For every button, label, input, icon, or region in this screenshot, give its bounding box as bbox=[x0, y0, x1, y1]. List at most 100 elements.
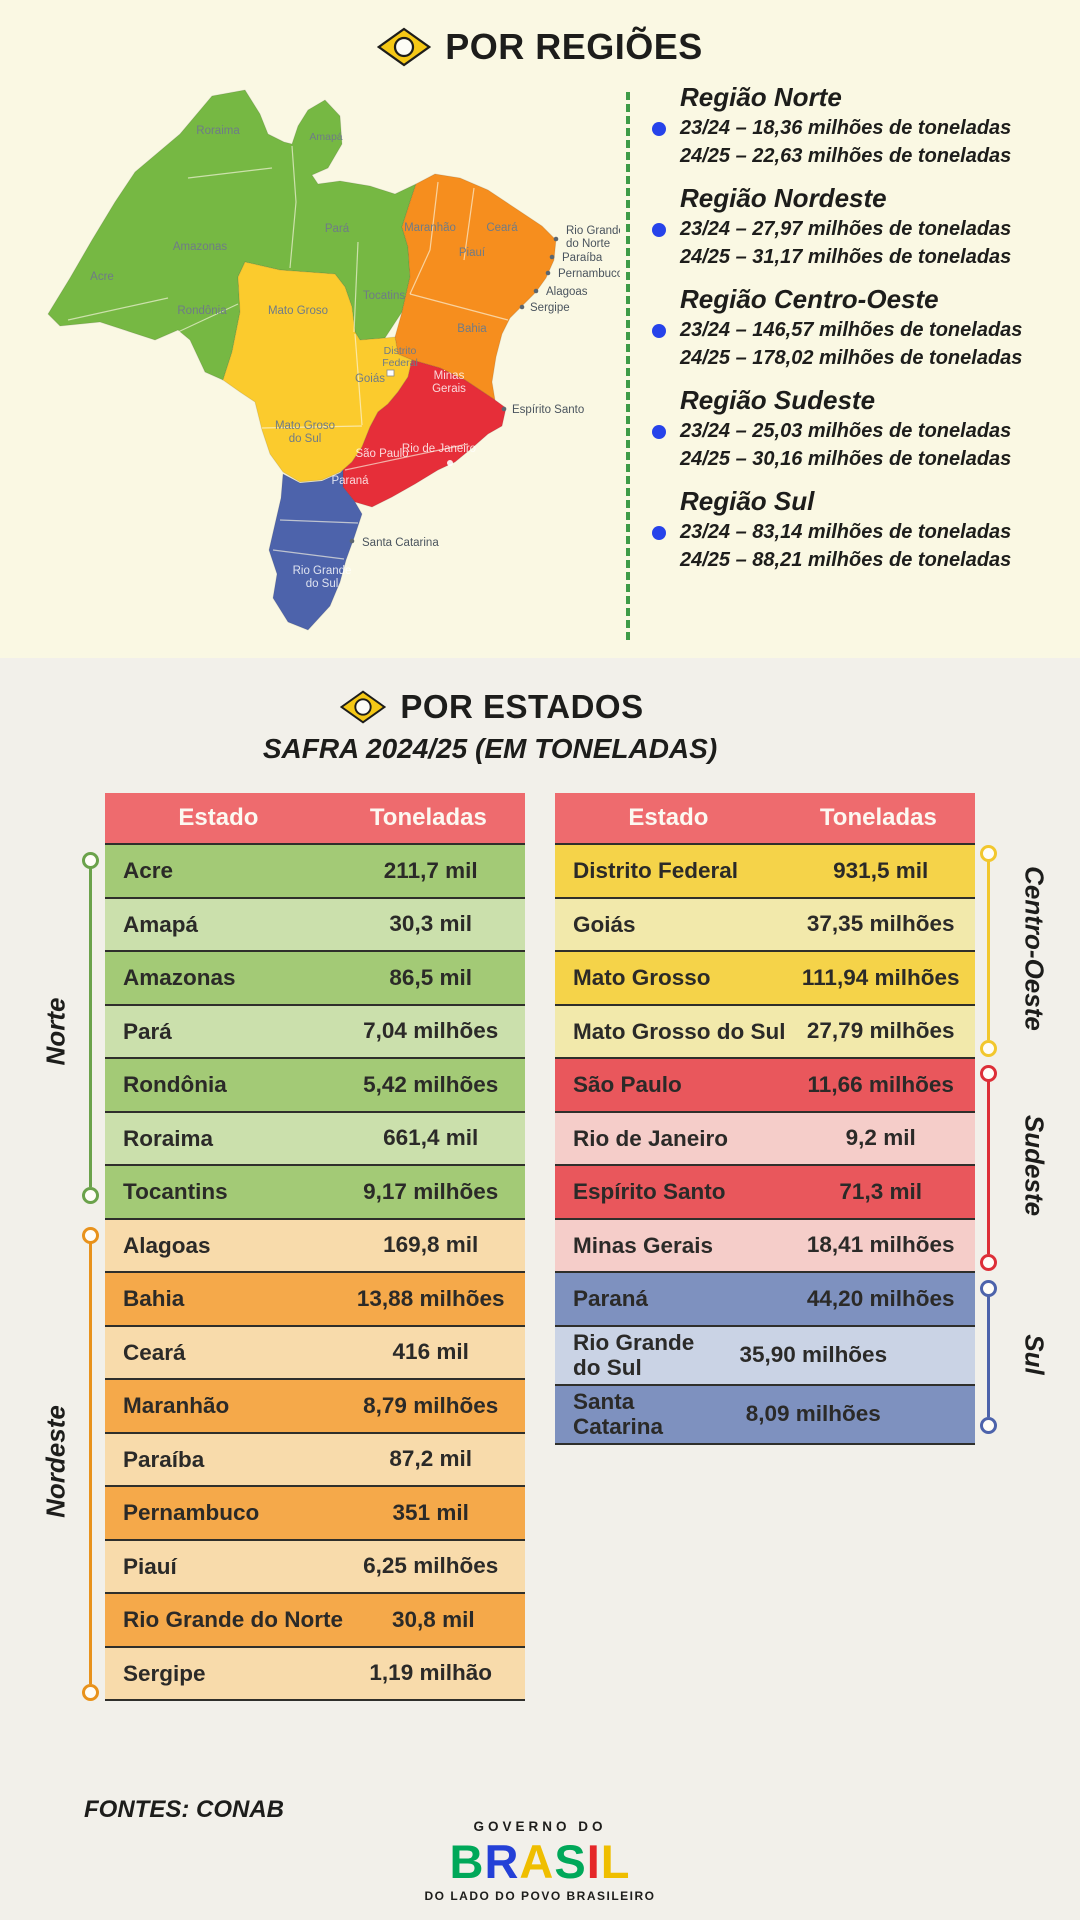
table-row: Goiás 37,35 milhões bbox=[555, 896, 975, 950]
region-value-2425: 24/25 – 178,02 milhões de toneladas bbox=[680, 347, 1023, 369]
state-name: Minas Gerais bbox=[573, 1232, 714, 1258]
bullet-icon bbox=[652, 526, 666, 540]
map-state-label: Rondônia bbox=[177, 305, 227, 317]
sources-text: FONTES: CONAB bbox=[84, 1796, 284, 1823]
map-state-label: Mato Groso bbox=[268, 305, 328, 317]
table-row: Minas Gerais 18,41 milhões bbox=[555, 1217, 975, 1271]
brazil-map: Roraima Amapá Amazonas Acre Pará Rondôni… bbox=[47, 89, 620, 631]
state-name: Rio Grande do Norte bbox=[123, 1607, 344, 1633]
bracket-node bbox=[980, 1280, 997, 1297]
table-row: Rio de Janeiro 9,2 mil bbox=[555, 1110, 975, 1164]
region-name: Região Sul bbox=[680, 486, 815, 516]
state-tonnage: 9,17 milhões bbox=[363, 1178, 499, 1204]
bracket-norte bbox=[89, 868, 92, 1187]
state-name: Rio de Janeiro bbox=[573, 1125, 729, 1151]
map-state-label: Mato Groso bbox=[275, 420, 335, 432]
state-name: Rio Grande do Sul bbox=[573, 1330, 695, 1380]
table-row: Ceará 416 mil bbox=[105, 1324, 525, 1378]
region-legend-item: Região Norte 23/24 – 18,36 milhões de to… bbox=[650, 80, 1074, 170]
table-row: Santa Catarina 8,09 milhões bbox=[555, 1383, 975, 1443]
table-body: Acre 211,7 mil Amapá 30,3 mil Amazonas 8… bbox=[105, 843, 525, 1699]
map-state-label: Amapá bbox=[309, 131, 342, 143]
state-name: Paraíba bbox=[123, 1446, 205, 1472]
bracket-node bbox=[82, 1227, 99, 1244]
map-state-label: do Sul bbox=[289, 433, 322, 445]
bracket-node bbox=[82, 852, 99, 869]
states-table-left: Estado Toneladas Acre 211,7 mil Amapá 30… bbox=[105, 793, 525, 1701]
state-tonnage: 416 mil bbox=[392, 1339, 469, 1365]
map-state-label: Rio de Janeiro bbox=[402, 443, 476, 455]
state-name: Tocantins bbox=[123, 1179, 228, 1205]
state-tonnage: 169,8 mil bbox=[383, 1232, 479, 1258]
state-tonnage: 8,09 milhões bbox=[745, 1401, 881, 1426]
state-name: Distrito Federal bbox=[573, 858, 739, 884]
logo-letter: S bbox=[554, 1834, 587, 1888]
side-label-centro-oeste: Centro-Oeste bbox=[1019, 866, 1050, 1031]
state-name: Alagoas bbox=[123, 1232, 211, 1258]
map-state-label: Rio Grande bbox=[566, 225, 620, 237]
states-subtitle: SAFRA 2024/25 (EM TONELADAS) bbox=[262, 733, 718, 764]
map-rj-dot bbox=[447, 460, 453, 466]
map-state-label: Federal bbox=[382, 357, 418, 369]
states-title: POR ESTADOS bbox=[400, 688, 644, 725]
region-value-2324: 23/24 – 18,36 milhões de toneladas bbox=[680, 117, 1012, 139]
logo-letter: R bbox=[484, 1834, 520, 1888]
region-value-2425: 24/25 – 88,21 milhões de toneladas bbox=[680, 549, 1012, 571]
map-state-label: Sergipe bbox=[530, 302, 570, 314]
legend-dashed-line bbox=[626, 92, 630, 640]
map-state-label: do Sul bbox=[306, 578, 339, 590]
state-name: Piauí bbox=[123, 1553, 177, 1579]
table-body: Distrito Federal 931,5 mil Goiás 37,35 m… bbox=[555, 843, 975, 1443]
state-tonnage: 8,79 milhões bbox=[363, 1392, 499, 1418]
table-row: Piauí 6,25 milhões bbox=[105, 1538, 525, 1592]
state-name: Bahia bbox=[123, 1286, 185, 1312]
brazil-diamond-icon bbox=[377, 27, 432, 67]
logo-letter: B bbox=[449, 1834, 485, 1888]
state-name: Amapá bbox=[123, 911, 199, 937]
table-row: Amapá 30,3 mil bbox=[105, 896, 525, 950]
regions-legend: Região Norte 23/24 – 18,36 milhões de to… bbox=[650, 80, 1074, 585]
map-state-label: Pernambuco bbox=[558, 268, 620, 280]
region-legend-item: Região Nordeste 23/24 – 27,97 milhões de… bbox=[650, 181, 1074, 271]
logo-letter: L bbox=[600, 1834, 631, 1888]
map-state-label: Santa Catarina bbox=[362, 537, 439, 549]
bracket-node bbox=[980, 1065, 997, 1082]
state-name: Espírito Santo bbox=[573, 1179, 726, 1205]
map-state-label: Rio Grande bbox=[293, 565, 352, 577]
bracket-node bbox=[980, 1040, 997, 1057]
map-state-label: Alagoas bbox=[546, 286, 588, 298]
bullet-icon bbox=[652, 324, 666, 338]
state-name: Rondônia bbox=[123, 1072, 227, 1098]
column-header-estado: Estado bbox=[178, 804, 259, 831]
map-state-label: Goiás bbox=[355, 373, 385, 385]
table-row: Rio Grande do Sul 35,90 milhões bbox=[555, 1324, 975, 1384]
bracket-centro-oeste bbox=[987, 861, 990, 1040]
state-name: Sergipe bbox=[123, 1660, 206, 1686]
map-state-label: Paraíba bbox=[562, 252, 603, 264]
region-value-2324: 23/24 – 25,03 milhões de toneladas bbox=[680, 420, 1012, 442]
state-tonnage: 71,3 mil bbox=[839, 1178, 922, 1204]
state-tonnage: 86,5 mil bbox=[389, 964, 472, 990]
table-header: Estado Toneladas bbox=[105, 793, 525, 843]
table-row: São Paulo 11,66 milhões bbox=[555, 1057, 975, 1111]
state-name: Santa Catarina bbox=[573, 1389, 664, 1439]
logo-letter: A bbox=[519, 1834, 555, 1888]
region-name: Região Sudeste bbox=[680, 385, 876, 415]
table-row: Alagoas 169,8 mil bbox=[105, 1217, 525, 1271]
bracket-node bbox=[82, 1684, 99, 1701]
bullet-icon bbox=[652, 223, 666, 237]
state-name: Ceará bbox=[123, 1339, 186, 1365]
bracket-node bbox=[980, 845, 997, 862]
side-label-nordeste: Nordeste bbox=[40, 1405, 71, 1518]
table-row: Paraná 44,20 milhões bbox=[555, 1271, 975, 1325]
column-header-toneladas: Toneladas bbox=[819, 804, 937, 831]
state-tonnage: 13,88 milhões bbox=[356, 1285, 505, 1311]
bracket-sul bbox=[987, 1296, 990, 1417]
region-value-2425: 24/25 – 22,63 milhões de toneladas bbox=[680, 145, 1012, 167]
table-row: Sergipe 1,19 milhão bbox=[105, 1645, 525, 1699]
state-tonnage: 44,20 milhões bbox=[806, 1285, 955, 1311]
state-tonnage: 5,42 milhões bbox=[363, 1071, 499, 1097]
map-state-label: Maranhão bbox=[404, 222, 456, 234]
state-name: Goiás bbox=[573, 911, 636, 937]
logo-letter: I bbox=[586, 1834, 601, 1888]
